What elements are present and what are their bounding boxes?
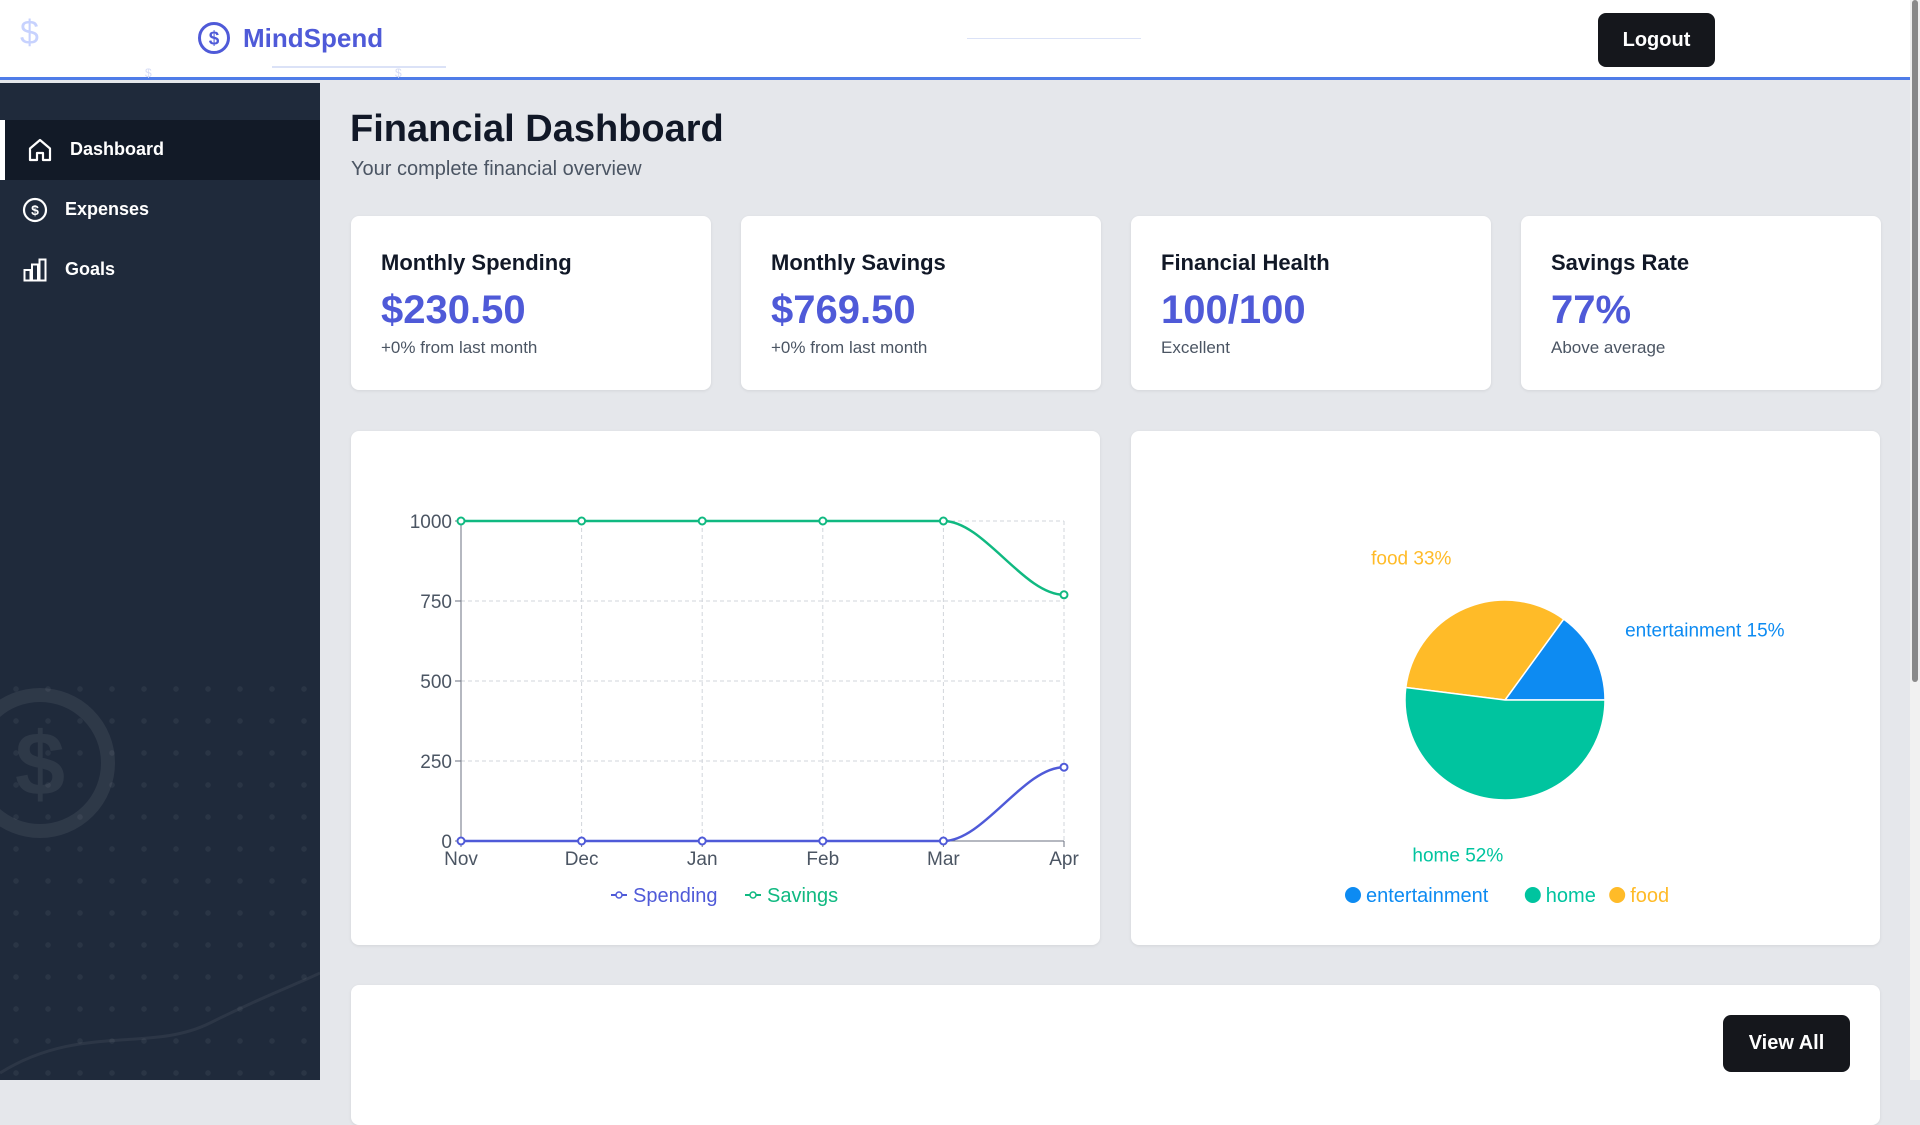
data-point <box>938 516 948 526</box>
series-line-spending <box>461 765 1065 843</box>
data-point <box>818 516 828 526</box>
sidebar-item-expenses[interactable]: $ Expenses <box>0 180 320 240</box>
pie-slice-home <box>1404 686 1606 801</box>
legend-item-spending: Spending <box>611 885 718 907</box>
stat-card-title: Monthly Spending <box>381 250 572 275</box>
page-scrollbar[interactable] <box>1910 0 1920 1080</box>
scrollbar-thumb[interactable] <box>1912 0 1918 682</box>
stat-card-value: 77% <box>1551 288 1632 332</box>
x-tick-label: Feb <box>806 849 839 870</box>
decorative-dot-pattern <box>0 673 320 1080</box>
legend-item-food: food <box>1609 885 1669 907</box>
legend-label: entertainment <box>1366 885 1489 907</box>
stat-card-note: Excellent <box>1161 338 1230 357</box>
stat-card-value: $230.50 <box>381 288 526 332</box>
pie-label-entertainment: entertainment 15% <box>1625 621 1785 642</box>
data-point <box>456 836 466 846</box>
decorative-dollar-icon: $ <box>145 66 152 80</box>
pie-label-home: home 52% <box>1412 846 1503 867</box>
home-icon <box>28 138 52 162</box>
stat-card-note: +0% from last month <box>771 338 928 357</box>
stat-card-monthly-savings: Monthly Savings $769.50 +0% from last mo… <box>741 216 1101 390</box>
x-tick-label: Mar <box>927 849 960 870</box>
decorative-dollar-icon: $ <box>20 14 39 52</box>
pie-slice-food <box>1404 599 1565 701</box>
data-point <box>938 836 948 846</box>
legend-marker <box>1609 887 1626 903</box>
line-chart-panel: 0 250 500 750 1000 Nov Dec Jan Feb Mar Apr Spending… <box>351 431 1100 945</box>
legend-label: Spending <box>633 885 718 907</box>
logout-button[interactable]: Logout <box>1598 13 1715 67</box>
legend-marker <box>1345 887 1361 903</box>
category-pie-chart: entertainment 15% food 33% home 52% enterta… <box>1345 549 1785 907</box>
stat-card-savings-rate: Savings Rate 77% Above average <box>1521 216 1881 390</box>
data-point <box>818 836 828 846</box>
chart-grid <box>455 520 1065 847</box>
stat-card-title: Monthly Savings <box>771 250 946 275</box>
legend-item-savings: Savings <box>745 885 838 907</box>
data-point <box>577 836 587 846</box>
stat-card-note: Above average <box>1551 338 1666 357</box>
dollar-circle-icon: $ <box>22 197 48 223</box>
y-tick-label: 750 <box>420 592 452 613</box>
dollar-circle-logo-icon: $ <box>198 22 230 54</box>
x-tick-label: Nov <box>444 849 478 870</box>
legend-item-entertainment: entertainment <box>1345 885 1489 907</box>
sidebar-item-label: Dashboard <box>70 139 165 159</box>
stat-card-financial-health: Financial Health 100/100 Excellent <box>1131 216 1491 390</box>
stat-card-monthly-spending: Monthly Spending $230.50 +0% from last m… <box>351 216 711 390</box>
decorative-dollar-circle-icon: $ <box>0 688 115 838</box>
header-divider <box>967 38 1141 39</box>
y-tick-label: 0 <box>441 832 452 853</box>
sidebar-item-goals[interactable]: Goals <box>0 240 320 300</box>
stat-card-value: $769.50 <box>771 288 916 332</box>
brand-name: MindSpend <box>243 22 384 53</box>
recent-transactions-panel <box>351 985 1880 1125</box>
data-point <box>697 516 707 526</box>
data-point <box>697 836 707 846</box>
top-header: $ $ $ $ MindSpend Logout <box>0 0 1910 80</box>
decorative-dollar-icon: $ <box>395 66 402 80</box>
svg-text:$: $ <box>209 29 220 50</box>
decorative-wave <box>0 971 320 1075</box>
legend-item-home: home <box>1524 885 1596 907</box>
pie-slice-entertainment <box>1503 618 1606 701</box>
data-point <box>577 516 587 526</box>
y-tick-label: 500 <box>420 672 452 693</box>
y-tick-label: 250 <box>420 752 452 773</box>
legend-marker <box>1524 887 1541 903</box>
pie-label-food: food 33% <box>1371 549 1451 570</box>
legend-marker <box>749 891 757 899</box>
brand-underline <box>272 66 446 68</box>
sidebar-item-label: Goals <box>65 259 116 279</box>
data-point <box>456 516 466 526</box>
svg-text:$: $ <box>31 202 39 218</box>
stat-card-value: 100/100 <box>1161 288 1306 332</box>
x-tick-label: Apr <box>1049 849 1079 870</box>
sidebar-item-label: Expenses <box>65 199 150 219</box>
sidebar: Dashboard $ Expenses Goals $ <box>0 83 320 1080</box>
data-point <box>1059 590 1069 600</box>
view-all-button[interactable]: View All <box>1723 1015 1850 1072</box>
stat-card-note: +0% from last month <box>381 338 538 357</box>
spending-savings-line-chart: 0 250 500 750 1000 Nov Dec Jan Feb Mar Apr Spending… <box>410 512 1080 907</box>
bar-chart-icon <box>23 258 47 282</box>
brand-link[interactable]: $ MindSpend <box>197 21 383 55</box>
series-line-savings <box>461 519 1065 597</box>
svg-text:$: $ <box>15 715 65 815</box>
y-tick-label: 1000 <box>410 512 452 533</box>
legend-marker <box>615 891 623 899</box>
page-title: Financial Dashboard <box>350 108 724 150</box>
pie-chart-panel: entertainment 15% food 33% home 52% enterta… <box>1131 431 1880 945</box>
x-tick-label: Dec <box>565 849 599 870</box>
data-point <box>1059 762 1069 772</box>
legend-label: food <box>1630 885 1669 907</box>
x-tick-label: Jan <box>687 849 718 870</box>
page-subtitle: Your complete financial overview <box>351 158 642 180</box>
sidebar-item-dashboard[interactable]: Dashboard <box>0 120 320 180</box>
stat-card-title: Savings Rate <box>1551 250 1690 275</box>
stat-card-title: Financial Health <box>1161 250 1330 275</box>
legend-label: home <box>1546 885 1596 907</box>
legend-label: Savings <box>767 885 838 907</box>
